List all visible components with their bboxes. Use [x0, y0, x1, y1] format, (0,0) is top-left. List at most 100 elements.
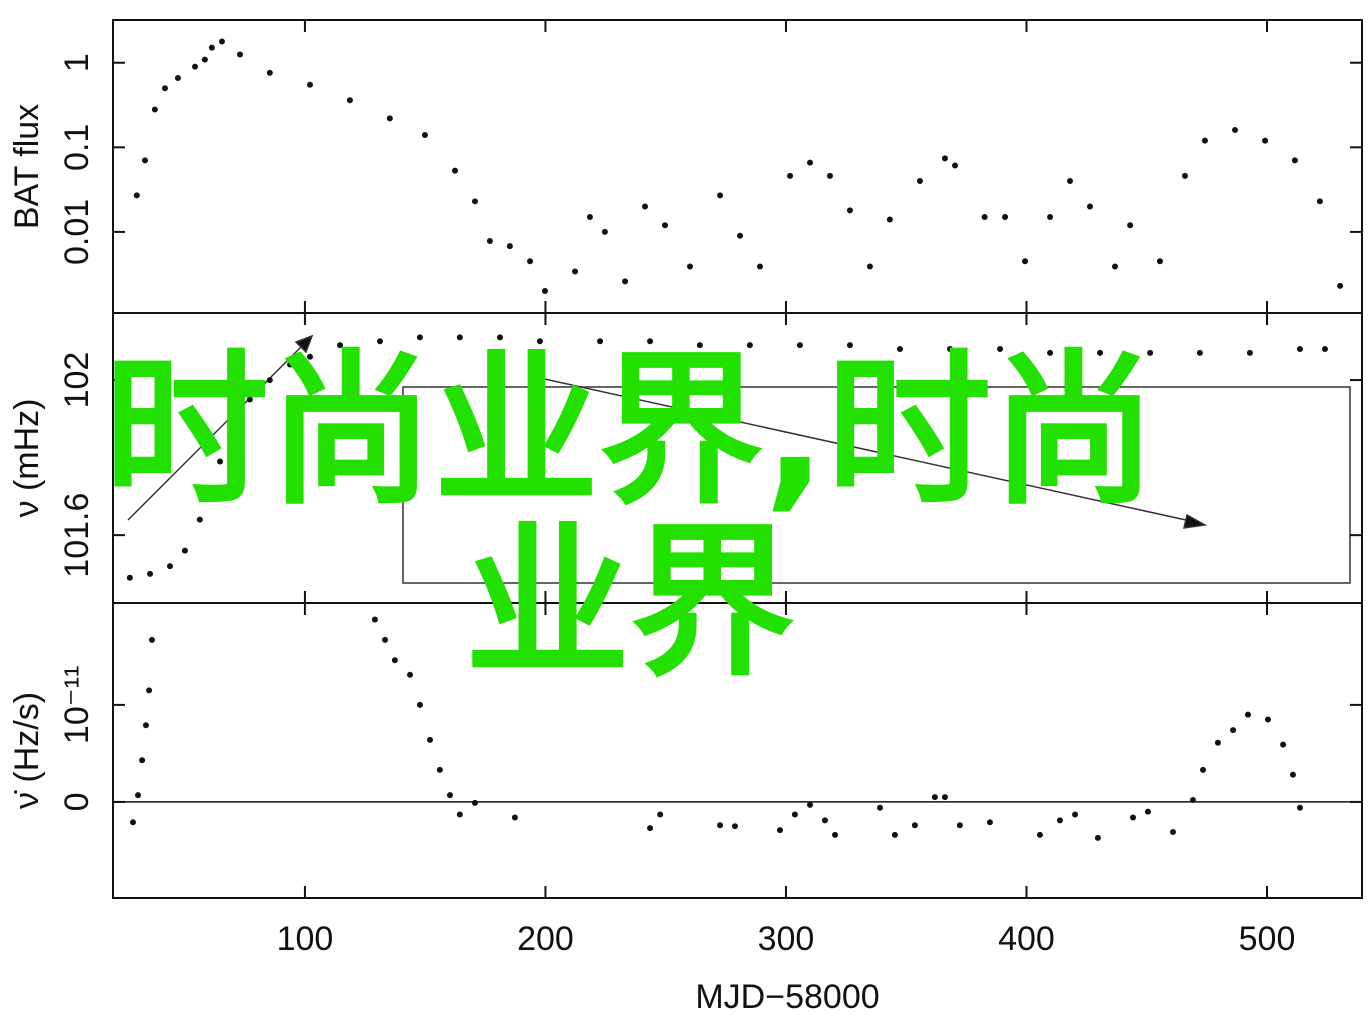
data-point — [386, 115, 393, 122]
data-point — [1086, 203, 1093, 210]
data-point — [1169, 829, 1176, 836]
data-point — [896, 346, 903, 353]
data-point — [1214, 739, 1221, 746]
data-point — [346, 97, 353, 104]
data-point — [231, 423, 238, 430]
data-point — [891, 831, 898, 838]
data-point — [846, 207, 853, 214]
data-point — [246, 396, 253, 403]
data-point — [737, 232, 744, 239]
data-point — [446, 792, 453, 799]
data-point — [139, 757, 146, 764]
data-point — [657, 811, 664, 818]
data-point — [956, 822, 963, 829]
data-point — [1072, 811, 1079, 818]
data-point — [601, 228, 608, 235]
data-point — [421, 131, 428, 138]
y-tick-label: 1 — [58, 53, 96, 72]
x-tick-label: 400 — [998, 920, 1055, 958]
data-point — [147, 570, 154, 577]
data-point — [496, 334, 503, 341]
data-point — [1337, 282, 1344, 289]
data-point — [647, 338, 654, 345]
data-point — [208, 44, 215, 51]
data-point — [916, 177, 923, 184]
data-point — [941, 794, 948, 801]
data-point — [217, 458, 224, 465]
data-point — [1111, 263, 1118, 270]
y-tick-label: 10⁻¹¹ — [58, 666, 96, 744]
data-point — [1047, 349, 1054, 356]
data-point — [886, 216, 893, 223]
data-point — [1022, 258, 1029, 265]
data-point — [586, 214, 593, 221]
watermark: 时尚业界,时尚业界 — [103, 335, 1157, 699]
data-point — [167, 563, 174, 570]
data-point — [371, 616, 378, 623]
data-point — [436, 766, 443, 773]
y-tick-label: 102 — [58, 352, 96, 409]
data-point — [791, 811, 798, 818]
data-point — [427, 736, 434, 743]
data-point — [141, 157, 148, 164]
data-point — [826, 172, 833, 179]
data-point — [746, 342, 753, 349]
data-point — [126, 574, 133, 581]
data-point — [647, 825, 654, 832]
data-point — [236, 51, 243, 58]
data-point — [597, 338, 604, 345]
data-point — [931, 794, 938, 801]
data-point — [1289, 771, 1296, 778]
data-point — [1246, 349, 1253, 356]
data-point — [471, 198, 478, 205]
data-point — [376, 338, 383, 345]
data-point — [1264, 716, 1271, 723]
x-tick-label: 300 — [758, 920, 815, 958]
data-point — [1230, 727, 1237, 734]
data-point — [572, 268, 579, 275]
data-point — [266, 69, 273, 76]
y-tick-label: 0.1 — [58, 124, 96, 171]
data-point — [416, 701, 423, 708]
data-point — [146, 687, 153, 694]
data-point — [456, 334, 463, 341]
data-point — [1144, 808, 1151, 815]
data-point — [642, 203, 649, 210]
data-point — [1056, 817, 1063, 824]
data-point — [717, 192, 724, 199]
data-point — [1296, 804, 1303, 811]
y-axis-label: BAT flux — [8, 104, 46, 229]
data-point — [946, 346, 953, 353]
data-point — [832, 831, 839, 838]
data-point — [511, 814, 518, 821]
data-point — [129, 819, 136, 826]
data-point — [391, 657, 398, 664]
data-point — [174, 74, 181, 81]
data-point — [1280, 741, 1287, 748]
data-point — [1244, 711, 1251, 718]
data-point — [541, 288, 548, 295]
data-point — [1189, 796, 1196, 803]
x-tick-label: 200 — [517, 920, 574, 958]
panel-frame — [112, 602, 1363, 899]
data-point — [776, 827, 783, 834]
data-point — [846, 342, 853, 349]
arrow — [539, 377, 1196, 523]
data-point — [1094, 834, 1101, 841]
data-point — [471, 799, 478, 806]
data-point — [206, 493, 213, 500]
data-point — [661, 222, 668, 229]
x-tick-label: 500 — [1239, 920, 1296, 958]
data-point — [756, 263, 763, 270]
data-point — [911, 822, 918, 829]
y-tick-label: 101.6 — [58, 493, 96, 578]
data-point — [506, 243, 513, 250]
data-point — [796, 342, 803, 349]
data-point — [1147, 349, 1154, 356]
y-tick-label: 0.01 — [58, 199, 96, 265]
data-point — [1200, 766, 1207, 773]
data-point — [1130, 814, 1137, 821]
data-point — [1047, 214, 1054, 221]
